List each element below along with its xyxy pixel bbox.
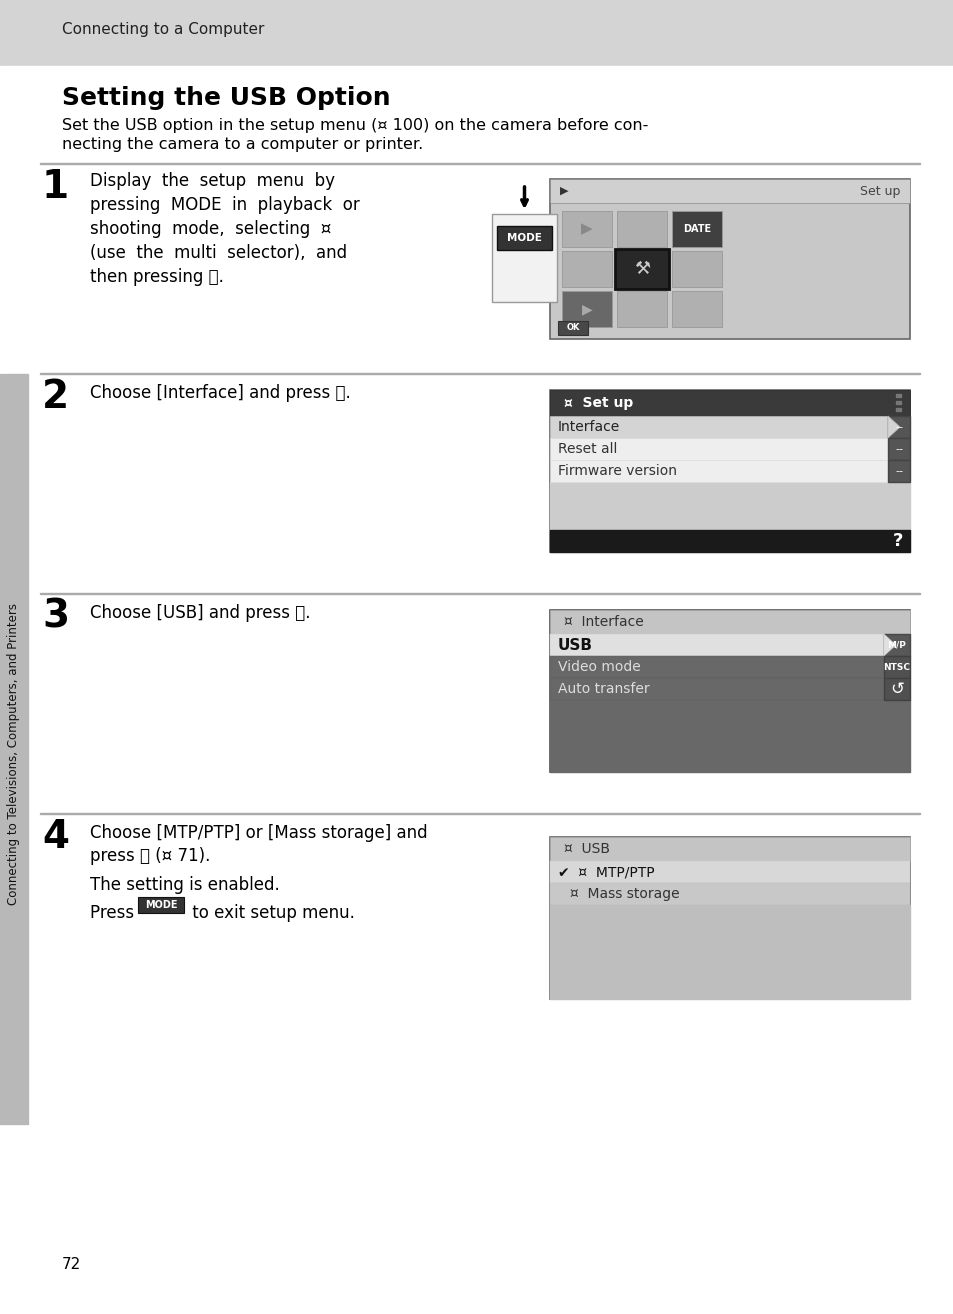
Bar <box>671 251 721 286</box>
Bar <box>550 530 909 552</box>
Bar <box>895 401 900 403</box>
Text: to exit setup menu.: to exit setup menu. <box>187 904 355 922</box>
Bar <box>550 861 909 883</box>
Text: Auto transfer: Auto transfer <box>558 682 649 696</box>
Bar <box>550 417 887 438</box>
Bar <box>887 438 909 460</box>
Text: 1: 1 <box>42 168 69 206</box>
Text: ⚒: ⚒ <box>634 260 649 279</box>
Bar <box>550 633 883 656</box>
Text: then pressing ⓪.: then pressing ⓪. <box>90 268 224 286</box>
Bar <box>497 226 552 250</box>
Text: MODE: MODE <box>507 233 541 243</box>
Text: --: -- <box>894 444 902 455</box>
Bar <box>492 214 557 302</box>
Text: M/P: M/P <box>886 640 905 649</box>
Bar <box>550 610 909 633</box>
Text: Choose [USB] and press ⓪.: Choose [USB] and press ⓪. <box>90 604 310 622</box>
Text: 2: 2 <box>42 378 69 417</box>
Text: --: -- <box>894 422 902 432</box>
Text: Firmware version: Firmware version <box>558 464 677 478</box>
Text: ¤  Interface: ¤ Interface <box>563 615 643 629</box>
Text: MODE: MODE <box>145 900 177 911</box>
Bar <box>550 837 909 861</box>
Text: (use  the  multi  selector),  and: (use the multi selector), and <box>90 244 347 261</box>
Text: USB: USB <box>558 637 593 653</box>
Text: Set the USB option in the setup menu (¤ 100) on the camera before con-: Set the USB option in the setup menu (¤ … <box>62 118 648 133</box>
Bar <box>895 394 900 397</box>
Text: necting the camera to a computer or printer.: necting the camera to a computer or prin… <box>62 137 423 152</box>
Text: pressing  MODE  in  playback  or: pressing MODE in playback or <box>90 196 359 214</box>
Bar <box>617 251 666 286</box>
Bar <box>671 290 721 327</box>
Bar <box>550 610 909 773</box>
Bar <box>617 290 666 327</box>
Bar <box>883 633 909 656</box>
Text: ▶: ▶ <box>559 187 568 196</box>
Text: ¤  Mass storage: ¤ Mass storage <box>569 887 679 901</box>
Bar <box>561 290 612 327</box>
Bar <box>550 390 909 417</box>
Bar <box>887 417 909 438</box>
Bar <box>550 179 909 202</box>
Text: ▶: ▶ <box>581 302 592 315</box>
Text: ✔  ¤  MTP/PTP: ✔ ¤ MTP/PTP <box>558 865 654 879</box>
Text: Connecting to a Computer: Connecting to a Computer <box>62 22 264 37</box>
Bar <box>561 212 612 247</box>
Bar <box>558 321 587 335</box>
Bar <box>883 656 909 678</box>
Text: 72: 72 <box>62 1257 81 1272</box>
Bar <box>550 482 909 552</box>
Bar <box>895 409 900 411</box>
Text: ?: ? <box>892 532 902 551</box>
Bar <box>550 179 909 339</box>
Text: press ⓪ (¤ 71).: press ⓪ (¤ 71). <box>90 848 211 865</box>
Text: ↺: ↺ <box>889 681 903 698</box>
Bar <box>550 905 909 999</box>
Text: --: -- <box>894 466 902 476</box>
Bar <box>883 678 909 700</box>
Text: Choose [MTP/PTP] or [Mass storage] and: Choose [MTP/PTP] or [Mass storage] and <box>90 824 427 842</box>
Bar <box>615 248 668 289</box>
Text: OK: OK <box>566 323 579 332</box>
Bar <box>550 460 887 482</box>
Polygon shape <box>883 633 895 656</box>
Bar <box>550 390 909 552</box>
Text: Video mode: Video mode <box>558 660 640 674</box>
Text: Connecting to Televisions, Computers, and Printers: Connecting to Televisions, Computers, an… <box>8 603 20 905</box>
Bar <box>0 374 28 1123</box>
Text: Choose [Interface] and press ⓪.: Choose [Interface] and press ⓪. <box>90 384 351 402</box>
Text: ¤  Set up: ¤ Set up <box>563 396 633 410</box>
Bar <box>550 678 909 700</box>
Bar <box>550 438 887 460</box>
Text: 3: 3 <box>42 598 69 636</box>
Bar <box>550 883 909 905</box>
Bar <box>887 460 909 482</box>
Text: Set up: Set up <box>859 184 899 197</box>
Text: Display  the  setup  menu  by: Display the setup menu by <box>90 172 335 191</box>
Text: Interface: Interface <box>558 420 619 434</box>
Text: ▶: ▶ <box>580 222 592 237</box>
Polygon shape <box>887 417 899 438</box>
Bar <box>138 897 184 913</box>
Bar <box>561 251 612 286</box>
Text: Press: Press <box>90 904 139 922</box>
Text: shooting  mode,  selecting  ¤: shooting mode, selecting ¤ <box>90 219 331 238</box>
Bar <box>550 656 909 678</box>
Bar <box>0 0 953 66</box>
Text: ¤  USB: ¤ USB <box>563 842 609 855</box>
Text: The setting is enabled.: The setting is enabled. <box>90 876 279 894</box>
Text: Reset all: Reset all <box>558 442 617 456</box>
Bar <box>617 212 666 247</box>
Text: 4: 4 <box>42 819 69 855</box>
Bar <box>671 212 721 247</box>
Bar <box>550 700 909 773</box>
Bar <box>550 837 909 999</box>
Text: Setting the USB Option: Setting the USB Option <box>62 85 390 110</box>
Text: DATE: DATE <box>682 223 710 234</box>
Text: NTSC: NTSC <box>882 662 909 671</box>
